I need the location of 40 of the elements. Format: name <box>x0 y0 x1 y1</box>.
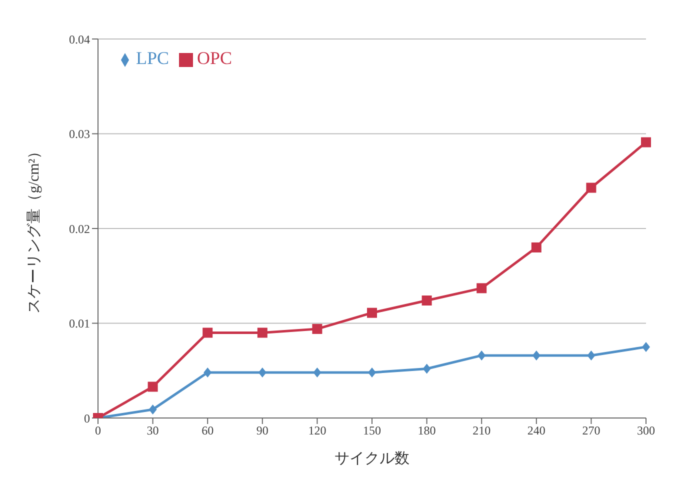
x-tick-label: 270 <box>582 424 600 438</box>
x-tick-label: 90 <box>256 424 268 438</box>
point <box>532 350 540 360</box>
point <box>202 328 213 338</box>
legend-label: LPC <box>136 48 170 68</box>
x-tick-label: 210 <box>472 424 491 438</box>
y-tick-label: 0.04 <box>69 32 90 46</box>
point <box>587 350 596 360</box>
point <box>531 242 542 252</box>
x-tick-label: 60 <box>202 424 214 438</box>
x-tick-label: 150 <box>363 424 381 438</box>
y-tick-label: 0.03 <box>69 127 90 142</box>
point <box>422 364 431 374</box>
point <box>476 283 487 294</box>
point <box>586 182 596 193</box>
point <box>148 404 157 414</box>
point <box>312 324 322 334</box>
point <box>313 368 322 378</box>
point <box>204 368 212 378</box>
y-tick-label: 0.01 <box>69 316 90 331</box>
point <box>258 368 266 378</box>
point <box>257 328 268 338</box>
point <box>367 308 377 318</box>
x-tick-label: 180 <box>418 424 436 438</box>
point <box>478 350 486 360</box>
y-tick-label: 0 <box>84 411 90 426</box>
x-tick-label: 30 <box>146 424 159 438</box>
point <box>422 296 432 306</box>
y-tick-label: 0.02 <box>69 222 90 236</box>
point <box>642 342 650 352</box>
x-tick-label: 120 <box>308 424 326 438</box>
legend-label: OPC <box>197 48 232 68</box>
x-tick-label: 240 <box>527 424 546 438</box>
x-tick-label: 0 <box>95 424 101 438</box>
point <box>148 382 158 392</box>
point <box>641 137 651 148</box>
x-axis-title: サイクル数 <box>334 451 410 467</box>
x-tick-label: 300 <box>637 424 655 438</box>
y-axis-title: スケーリング量（g/cm²） <box>26 144 42 314</box>
point <box>368 368 376 378</box>
